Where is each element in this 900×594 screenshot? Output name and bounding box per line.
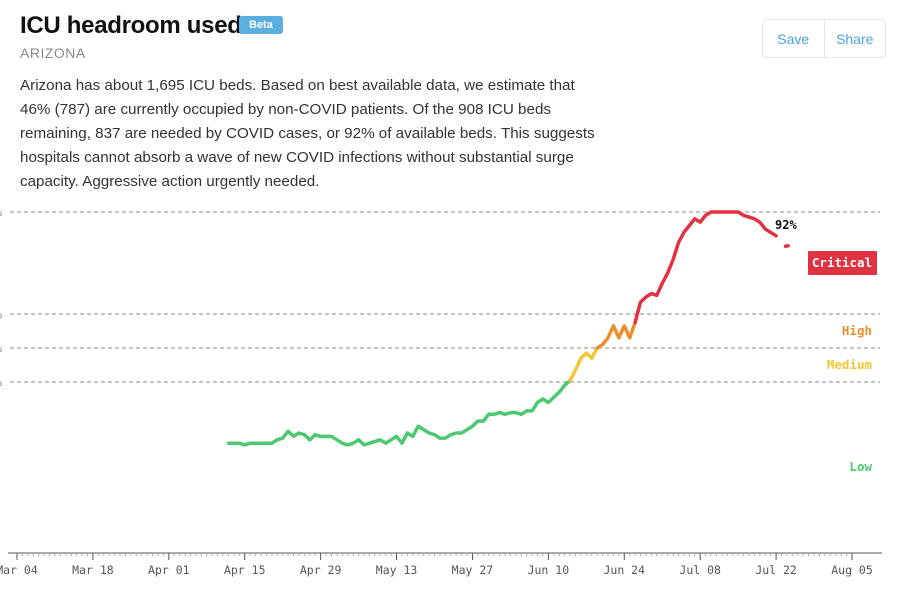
x-tick-label: Apr 29	[300, 563, 342, 577]
y-tick-label: 100%	[0, 206, 2, 219]
x-tick-label: May 27	[452, 563, 494, 577]
series-line-segment	[633, 210, 778, 325]
x-tick-label: May 13	[376, 563, 418, 577]
x-tick-label: Mar 18	[72, 563, 114, 577]
x-tick-label: Apr 01	[148, 563, 190, 577]
x-tick-label: Jul 08	[679, 563, 721, 577]
medium-zone-label: Medium	[827, 357, 873, 372]
high-zone-label: High	[842, 323, 872, 338]
x-tick-label: Jun 24	[603, 563, 645, 577]
x-tick-label: Jun 10	[528, 563, 570, 577]
x-tick-label: Apr 15	[224, 563, 266, 577]
series-line-segment	[568, 346, 599, 383]
x-tick-label: Aug 05	[831, 563, 873, 577]
y-tick-label: 50%	[0, 376, 2, 389]
y-tick-label: 60%	[0, 342, 2, 355]
low-zone-label: Low	[849, 459, 872, 474]
critical-zone-label: Critical	[812, 255, 872, 270]
beta-badge: Beta	[239, 16, 283, 34]
x-tick-label: Mar 04	[0, 563, 38, 577]
critical-zone-box	[808, 251, 877, 275]
y-tick-label: 70%	[0, 308, 2, 321]
series-line-segment	[595, 320, 637, 350]
summary-text: Arizona has about 1,695 ICU beds. Based …	[20, 77, 595, 190]
last-value-label: 92%	[775, 218, 797, 232]
page-title: ICU headroom used	[20, 12, 242, 39]
series-line-segment	[226, 378, 572, 447]
location-label: ARIZONA	[20, 45, 86, 61]
save-button[interactable]: Save	[777, 30, 810, 47]
share-button[interactable]: Share	[823, 20, 886, 57]
action-buttons: Save Share	[762, 19, 886, 58]
x-tick-label: Jul 22	[755, 563, 797, 577]
